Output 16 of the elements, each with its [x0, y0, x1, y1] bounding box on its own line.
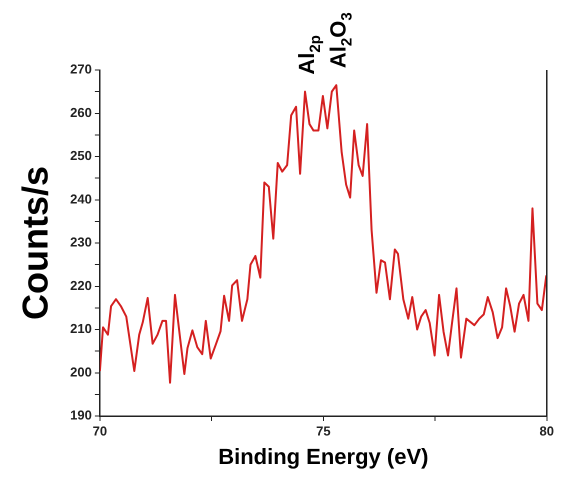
x-tick-label: 75	[316, 423, 331, 438]
y-tick-label: 210	[70, 321, 92, 336]
y-tick-label: 200	[70, 364, 92, 380]
x-axis-title: Binding Energy (eV)	[218, 444, 428, 469]
y-axis-title: Counts/s	[14, 166, 56, 320]
y-tick-label: 220	[70, 278, 92, 293]
y-tick-label: 250	[70, 148, 92, 164]
x-tick-label: 70	[92, 423, 108, 438]
annotation: Al2O3	[325, 12, 356, 68]
x-tick-label: 80	[540, 423, 554, 438]
y-tick-label: 230	[70, 234, 92, 250]
y-tick-label: 270	[70, 62, 92, 77]
y-tick-label: 190	[70, 408, 92, 423]
y-tick-label: 260	[70, 104, 92, 120]
annotation: Al2p	[294, 35, 324, 75]
y-tick-label: 240	[70, 191, 92, 206]
